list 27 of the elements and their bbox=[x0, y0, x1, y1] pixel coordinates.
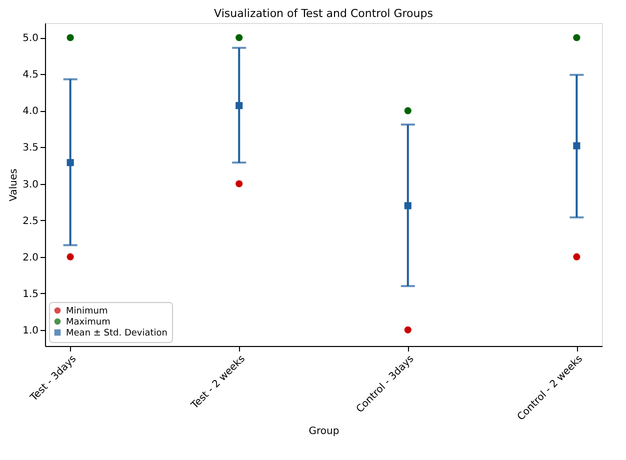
point bbox=[573, 34, 580, 42]
y-tick-label: 2.5 bbox=[22, 216, 38, 227]
point bbox=[66, 159, 74, 166]
y-axis-title: Values bbox=[8, 168, 20, 202]
chart-title: Visualization of Test and Control Groups bbox=[214, 7, 434, 20]
y-tick-label: 3.0 bbox=[22, 179, 38, 190]
point bbox=[404, 326, 412, 334]
point bbox=[236, 34, 243, 42]
y-tick-label: 1.0 bbox=[22, 325, 38, 336]
y-tick-label: 2.0 bbox=[22, 252, 38, 264]
x-axis-title: Group bbox=[308, 426, 340, 438]
legend-label: Maximum bbox=[66, 318, 110, 328]
point bbox=[236, 102, 243, 110]
legend-label: Mean ± Std. Deviation bbox=[66, 328, 168, 338]
point bbox=[236, 180, 243, 188]
point bbox=[66, 253, 74, 260]
point bbox=[573, 142, 580, 150]
legend-label: Minimum bbox=[66, 306, 108, 316]
y-tick-label: 4.5 bbox=[22, 70, 38, 81]
y-tick-label: 5.0 bbox=[22, 33, 38, 44]
point bbox=[573, 253, 580, 260]
y-tick-label: 4.0 bbox=[22, 106, 38, 118]
point bbox=[404, 202, 412, 210]
y-tick-label: 1.5 bbox=[22, 288, 38, 300]
point bbox=[404, 107, 412, 114]
point bbox=[66, 34, 74, 42]
y-tick-label: 3.5 bbox=[22, 142, 38, 154]
